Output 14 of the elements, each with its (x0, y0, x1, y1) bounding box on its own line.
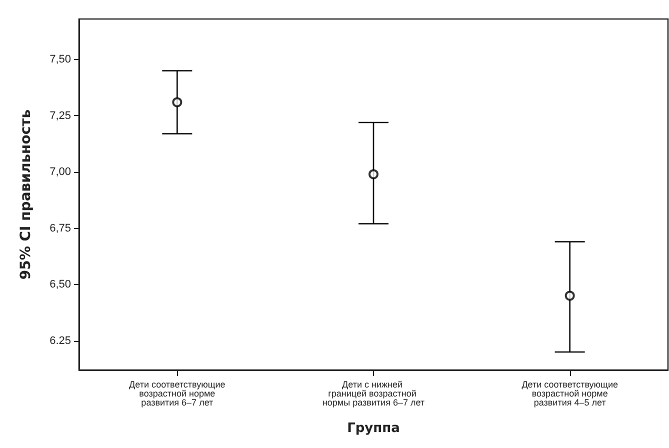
x-tick-label: Дети с нижней границей возрастной нормы развития 6–7 лет (322, 380, 425, 408)
y-axis-title: 95% CI правильность (18, 109, 34, 280)
y-tick-label: 7,00 (50, 166, 71, 178)
y-tick-label: 6.25 (50, 334, 71, 347)
x-tick-label: Дети соответствующие возрастной норме развития 4–5 лет (522, 380, 618, 408)
y-tick-label: 6,75 (50, 222, 71, 234)
y-tick-label: 6,50 (50, 278, 71, 290)
point (172, 97, 182, 108)
point (368, 169, 378, 180)
x-tick-label: Дети соответствующие возрастной норме развития 6–7 лет (129, 380, 226, 408)
y-tick-label: 7,50 (50, 54, 71, 66)
y-tick-label: 7,25 (50, 110, 71, 122)
point (564, 290, 575, 301)
x-axis-title: Группа (347, 421, 400, 436)
